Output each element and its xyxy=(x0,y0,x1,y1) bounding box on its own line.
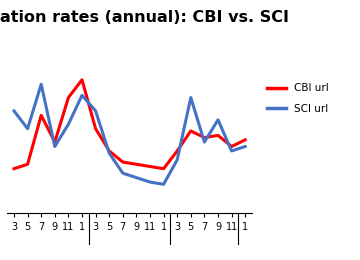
Text: Inflation rates (annual): CBI vs. SCI: Inflation rates (annual): CBI vs. SCI xyxy=(0,10,289,25)
Legend: CBI url, SCI url: CBI url, SCI url xyxy=(267,83,329,114)
